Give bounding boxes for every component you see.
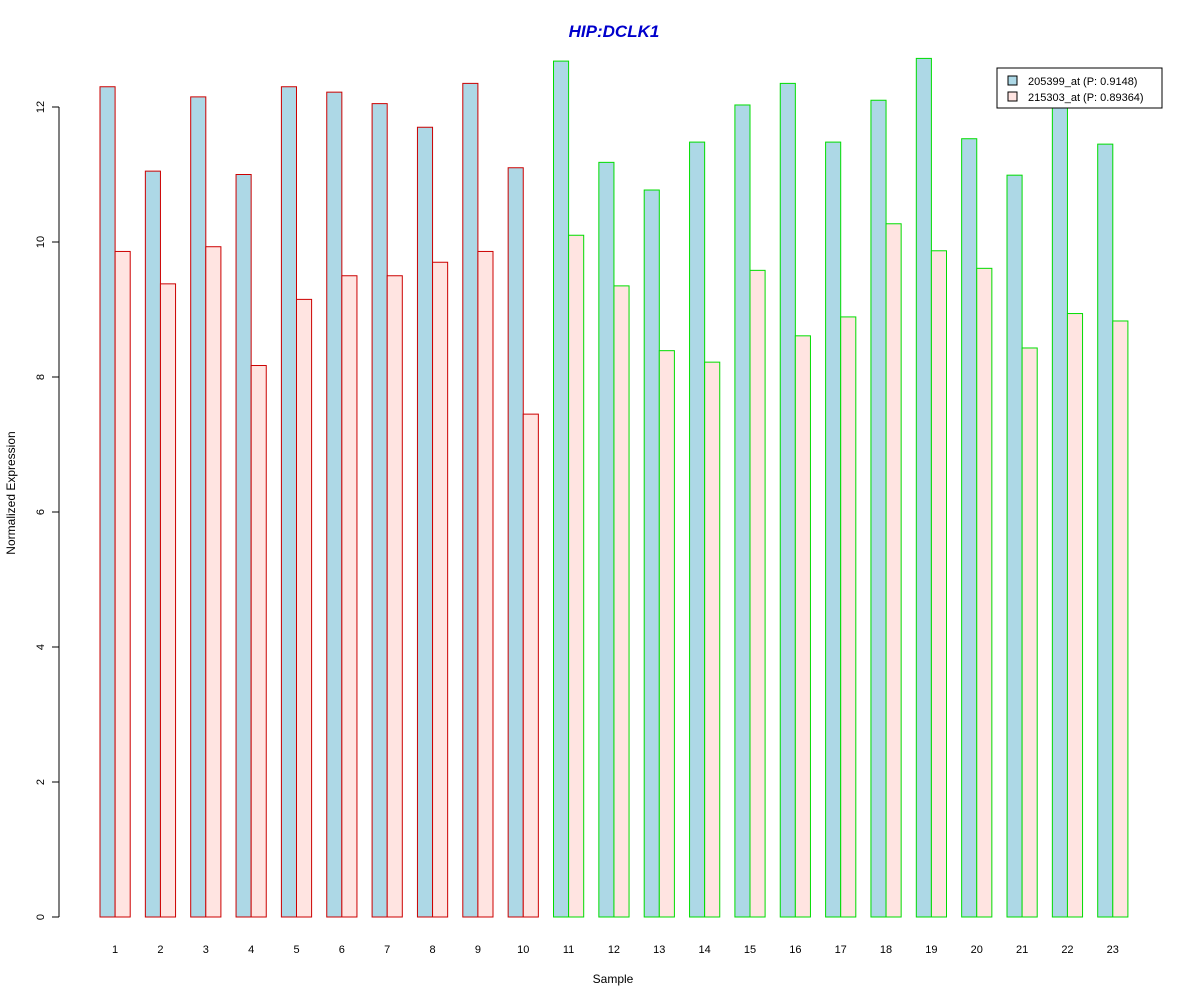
x-tick-label: 13	[653, 944, 665, 956]
x-tick-label: 17	[835, 944, 847, 956]
x-tick-labels: 1 2 3 4 5 6 7 8 9 10 11 12 13 14 15 16 17 18 19 20 21 22 23	[112, 944, 1119, 956]
bar-series1-sample-8	[416, 126, 434, 918]
bar-series2-sample-3	[205, 246, 222, 918]
legend-box	[996, 67, 1163, 109]
bar-series1-sample-23	[1097, 143, 1114, 918]
bar-series1-sample-10	[507, 167, 524, 918]
x-tick-label: 16	[789, 944, 801, 956]
x-tick-label: 15	[744, 944, 756, 956]
y-tick-label: 8	[35, 374, 47, 380]
x-tick-label: 3	[203, 944, 209, 956]
bar-series2-sample-12	[613, 285, 630, 918]
bar-series2-sample-17	[840, 316, 857, 918]
bar-series2-sample-18	[885, 223, 902, 918]
bar-series2-sample-2	[159, 283, 177, 918]
y-tick-label: 10	[35, 236, 47, 248]
bar-series	[99, 57, 1129, 918]
bar-series1-sample-2	[144, 170, 161, 918]
bar-series2-sample-9	[477, 250, 494, 918]
bar-series1-sample-1	[99, 86, 116, 918]
x-tick-label: 2	[157, 944, 163, 956]
bar-series1-sample-6	[326, 91, 343, 918]
x-tick-label: 7	[384, 944, 390, 956]
legend-entry: 215303_at (P: 0.89364)	[1028, 92, 1144, 104]
x-tick-label: 20	[971, 944, 983, 956]
x-tick-label: 9	[475, 944, 481, 956]
bar-series1-sample-16	[779, 82, 796, 918]
x-tick-label: 23	[1107, 944, 1119, 956]
x-tick-label: 18	[880, 944, 892, 956]
x-tick-label: 6	[339, 944, 345, 956]
bar-series1-sample-14	[689, 141, 706, 918]
x-tick-label: 14	[699, 944, 711, 956]
bar-series1-sample-19	[915, 57, 932, 918]
bar-series2-sample-6	[341, 275, 358, 918]
bar-series2-sample-16	[794, 335, 811, 918]
bar-series1-sample-21	[1006, 174, 1023, 918]
x-tick-label: 12	[608, 944, 620, 956]
bar-series2-sample-5	[296, 298, 313, 918]
bar-series1-sample-5	[280, 86, 297, 918]
bar-series1-sample-3	[190, 96, 207, 918]
x-tick-label: 4	[248, 944, 254, 956]
bar-series1-sample-9	[462, 82, 479, 918]
x-tick-label: 1	[112, 944, 118, 956]
legend-swatch	[1007, 75, 1018, 86]
x-tick-label: 8	[429, 944, 435, 956]
legend-swatch	[1007, 91, 1018, 102]
y-axis-label: Normalized Expression	[4, 431, 18, 554]
y-tick-label: 4	[35, 644, 47, 650]
bar-series2-sample-14	[704, 361, 721, 918]
bar-series1-sample-15	[734, 104, 751, 918]
bar-series2-sample-4	[250, 365, 267, 918]
y-tick-label: 6	[35, 509, 47, 515]
bar-series2-sample-23	[1112, 320, 1129, 918]
bar-series1-sample-12	[598, 161, 615, 918]
y-tick-label: 12	[35, 101, 47, 113]
bar-series2-sample-11	[568, 234, 585, 918]
x-tick-label: 21	[1016, 944, 1028, 956]
bar-series2-sample-8	[432, 261, 449, 918]
x-tick-label: 10	[517, 944, 529, 956]
bar-series2-sample-1	[114, 250, 131, 918]
bar-series2-sample-15	[749, 269, 766, 918]
bar-series1-sample-20	[961, 138, 978, 918]
bar-series2-sample-22	[1066, 313, 1084, 918]
bar-series1-sample-11	[553, 60, 570, 918]
x-axis-label: Sample	[593, 972, 634, 986]
bar-series1-sample-4	[235, 174, 252, 918]
bar-series1-sample-7	[371, 103, 388, 918]
y-tick-label: 2	[35, 779, 47, 785]
bar-series1-sample-17	[825, 141, 842, 918]
bar-series1-sample-18	[870, 99, 887, 918]
bar-series2-sample-19	[930, 250, 948, 918]
x-tick-label: 5	[293, 944, 299, 956]
chart-title: HIP:DCLK1	[569, 22, 660, 41]
bar-series1-sample-22	[1051, 106, 1068, 918]
bar-series2-sample-10	[522, 413, 539, 918]
x-tick-label: 11	[563, 944, 574, 956]
bar-series2-sample-7	[386, 275, 403, 918]
y-axis: 0 2 4 6 8 10 12	[35, 101, 60, 920]
legend: 205399_at (P: 0.9148) 215303_at (P: 0.893…	[996, 67, 1163, 109]
bar-series2-sample-21	[1021, 347, 1038, 918]
x-tick-label: 22	[1061, 944, 1073, 956]
bar-series2-sample-20	[976, 267, 993, 918]
bar-series2-sample-13	[658, 350, 675, 918]
bar-series1-sample-13	[643, 189, 660, 918]
y-tick-label: 0	[35, 914, 47, 920]
x-tick-label: 19	[925, 944, 937, 956]
legend-entry: 205399_at (P: 0.9148)	[1028, 76, 1137, 88]
